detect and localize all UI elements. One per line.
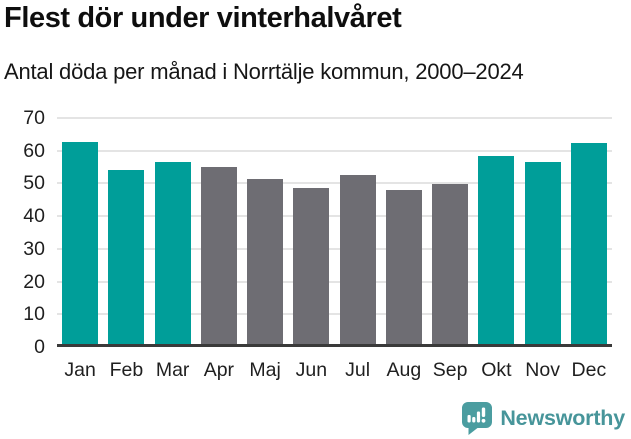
chart-title: Flest dör under vinterhalvåret [4,2,402,34]
y-tick-label-0: 0 [34,336,45,358]
y-tick-label-50: 50 [23,172,45,195]
y-axis: 0 10 20 30 40 50 60 70 [0,107,45,358]
bar-maj [247,179,284,346]
x-tick-label-sep: Sep [432,359,468,381]
x-axis: Jan Feb Mar Apr Maj Jun Jul Aug Sep Okt Nov Dec [57,359,612,385]
x-tick-label-dec: Dec [571,359,607,381]
x-axis-line [57,344,612,347]
bar-jan [62,141,99,346]
y-tick-label-70: 70 [23,107,45,129]
bar-feb [108,170,145,346]
bar-mar [154,161,191,346]
brand-logo: Newsworthy [462,400,625,436]
gridline-30 [57,247,612,250]
x-tick-label-jun: Jun [295,359,328,381]
bar-jun [293,188,330,346]
bar-chart: 0 10 20 30 40 50 60 70 Jan Feb Mar Apr Maj Jun Jul Aug… [0,107,631,398]
x-tick-label-maj: Maj [249,359,281,381]
gridline-20 [57,280,612,283]
y-tick-label-20: 20 [23,270,45,293]
bar-dec [570,143,607,346]
chart-subtitle: Antal döda per månad i Norrtälje kommun,… [4,59,524,84]
x-tick-label-aug: Aug [386,359,422,381]
y-tick-label-30: 30 [23,237,45,260]
gridline-10 [57,313,612,316]
gridline-60 [57,149,612,152]
newsworthy-logo-icon [462,401,493,435]
y-tick-label-10: 10 [23,303,45,326]
gridline-50 [57,182,612,185]
x-tick-label-okt: Okt [481,359,512,381]
y-tick-label-40: 40 [23,205,45,228]
x-tick-label-nov: Nov [525,359,560,381]
x-tick-label-feb: Feb [109,359,144,381]
plot-area [57,117,612,347]
bar-aug [385,190,422,346]
x-tick-label-jul: Jul [345,359,371,381]
bar-sep [432,184,469,346]
x-tick-label-mar: Mar [155,359,190,381]
bar-apr [200,167,237,346]
brand-name: Newsworthy [500,405,625,430]
y-tick-label-60: 60 [23,139,45,162]
x-tick-label-jan: Jan [64,359,96,381]
gridline-70 [57,117,612,119]
gridline-40 [57,215,612,218]
bar-okt [478,155,515,346]
x-tick-label-apr: Apr [203,359,235,381]
bar-nov [524,162,561,346]
bar-jul [339,175,376,346]
